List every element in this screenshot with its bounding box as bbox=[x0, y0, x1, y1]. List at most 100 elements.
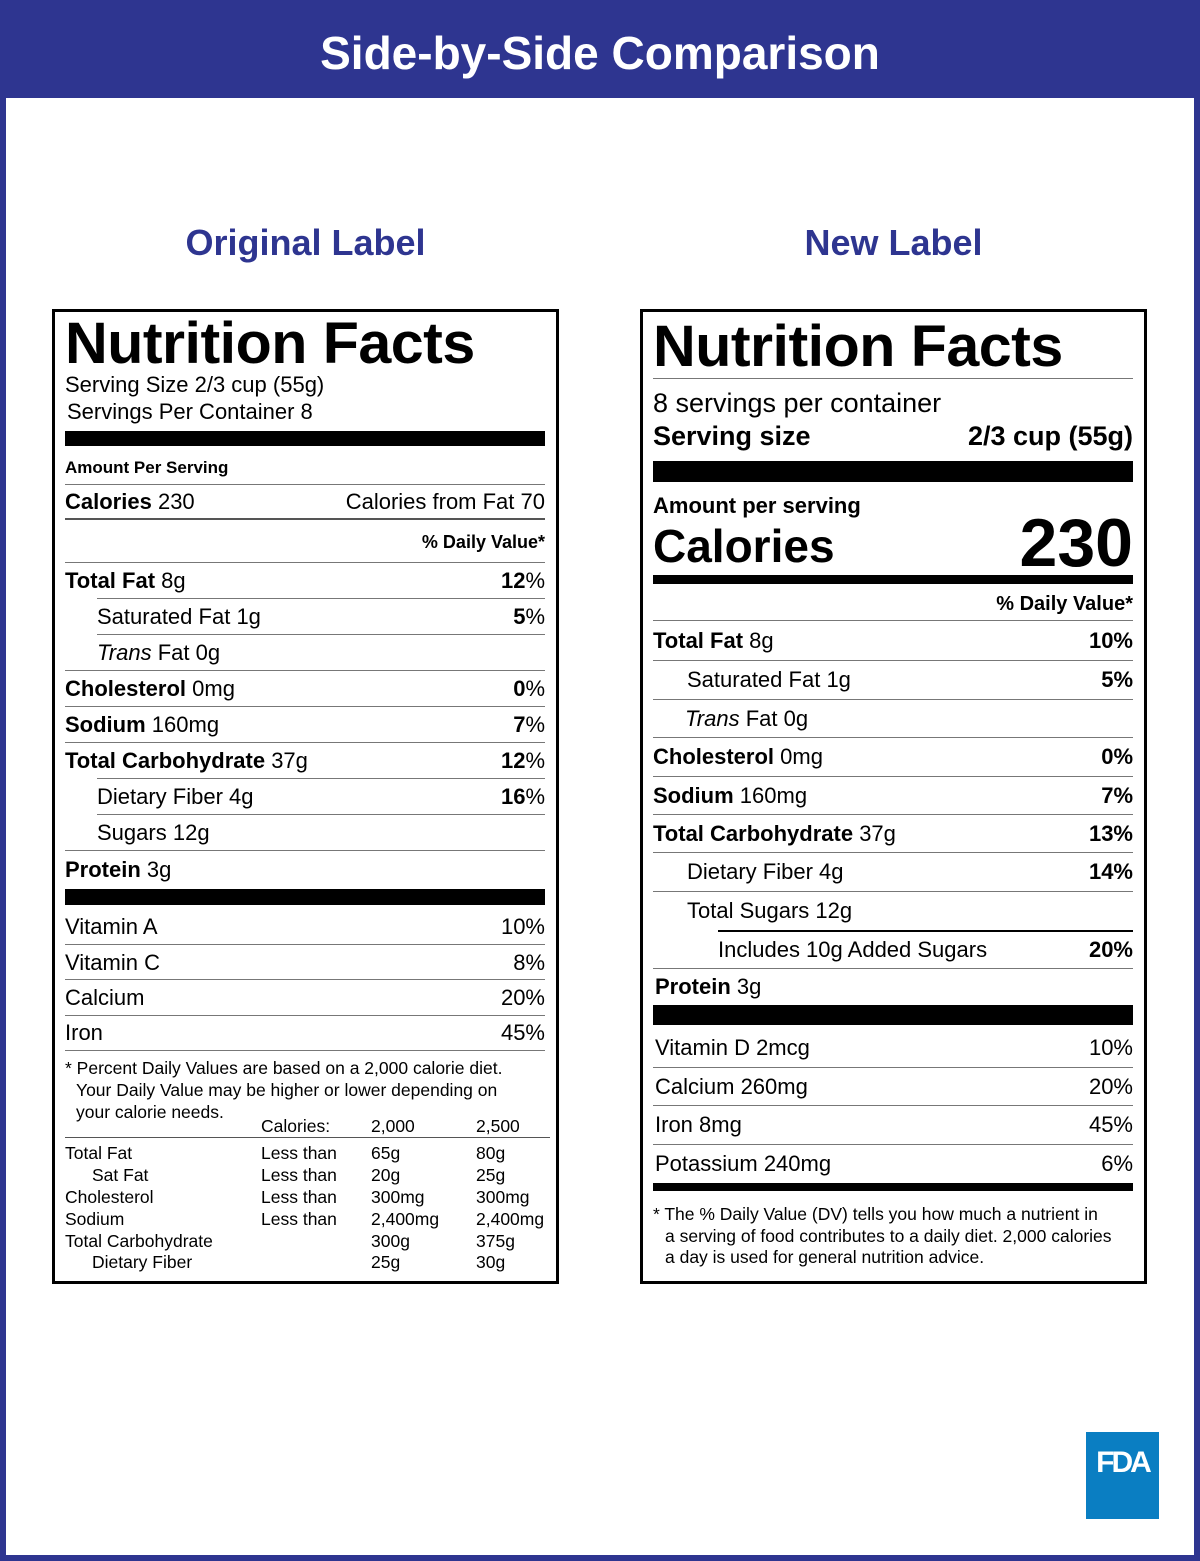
nutrient-amount: 3g bbox=[146, 856, 172, 882]
nutrient-name: Fat bbox=[157, 639, 190, 665]
nutrient-dv: 12 bbox=[500, 747, 526, 773]
nutrient-amount: 8g bbox=[749, 627, 774, 653]
nutrient-name: Dietary Fiber bbox=[97, 783, 223, 809]
vitamin-row: Potassium 240mg 6% bbox=[653, 1144, 1133, 1183]
nutrient-row: Total Fat 8g 10% bbox=[653, 620, 1133, 660]
nutrient-row: Protein 3g bbox=[653, 968, 1133, 1005]
vitamin-name: Vitamin D 2mcg bbox=[655, 1034, 810, 1060]
nutrient-dv: 10% bbox=[1088, 627, 1133, 653]
label-title: Nutrition Facts bbox=[653, 314, 1063, 379]
footnote-line: a serving of food contributes to a daily… bbox=[665, 1225, 1112, 1246]
nutrient-amount: 0g bbox=[783, 705, 809, 731]
vitamin-name: Iron 8mg bbox=[655, 1112, 742, 1137]
nutrient-row: Total Fat 8g 12% bbox=[65, 562, 545, 598]
table-row: Sat Fat Less than 20g 25g bbox=[65, 1165, 550, 1187]
percent-sign: % bbox=[525, 747, 545, 773]
percent-sign: % bbox=[525, 675, 545, 701]
vitamin-row: Iron 8mg 45% bbox=[653, 1105, 1133, 1144]
vitamin-name: Calcium 260mg bbox=[655, 1073, 808, 1099]
footnote-table: Total Fat Less than 65g 80g Sat Fat Less tha… bbox=[65, 1143, 550, 1274]
serving-size: Serving Size 2/3 cup (55g) bbox=[65, 372, 325, 397]
serving-size-label: Serving size bbox=[653, 420, 811, 451]
vitamin-name: Calcium bbox=[65, 984, 145, 1010]
serving-size-value: 2/3 cup (55g) bbox=[967, 420, 1133, 451]
nutrient-name: Total Sugars bbox=[687, 898, 810, 923]
vitamin-row: Vitamin A 10% bbox=[65, 909, 545, 945]
nutrient-amount: 4g bbox=[819, 859, 844, 884]
nutrient-amount: 160mg bbox=[151, 711, 220, 737]
footnote-line: * The % Daily Value (DV) tells you how m… bbox=[653, 1204, 1098, 1224]
table-header-cell: 2,500 bbox=[476, 1116, 520, 1137]
table-cell: 20g bbox=[371, 1165, 401, 1186]
calories-value: 230 bbox=[157, 488, 195, 514]
table-cell: Total Carbohydrate bbox=[65, 1230, 213, 1251]
percent-sign: % bbox=[525, 711, 545, 737]
original-label-heading: Original Label bbox=[185, 222, 426, 263]
nutrient-row: Trans Fat 0g bbox=[653, 699, 1133, 737]
vitamin-row: Vitamin C 8% bbox=[65, 944, 545, 980]
nutrient-name: Includes 10g Added Sugars bbox=[718, 937, 988, 962]
vitamin-row: Iron 45% bbox=[65, 1015, 545, 1051]
vitamin-dv: 10% bbox=[500, 914, 545, 939]
table-cell: 2,400mg bbox=[371, 1208, 440, 1229]
vitamin-name: Vitamin C bbox=[65, 949, 160, 975]
nutrient-row: Protein 3g bbox=[65, 850, 545, 888]
vitamin-name: Potassium 240mg bbox=[655, 1151, 832, 1176]
calories-label: Calories bbox=[65, 488, 152, 514]
nutrient-name: Total Carbohydrate bbox=[653, 820, 854, 846]
table-cell: 25g bbox=[476, 1165, 506, 1186]
servings-per-container: 8 servings per container bbox=[653, 388, 942, 418]
vitamin-dv: 20% bbox=[500, 984, 545, 1010]
nutrient-name: Cholesterol bbox=[653, 744, 775, 769]
nutrient-name: Fat bbox=[745, 705, 778, 731]
percent-sign: % bbox=[525, 783, 545, 809]
nutrient-row: Saturated Fat 1g 5% bbox=[97, 598, 545, 634]
nutrient-amount: 0mg bbox=[780, 744, 823, 769]
table-cell: 300g bbox=[371, 1230, 410, 1251]
table-cell: Less than bbox=[261, 1165, 337, 1186]
table-cell: 2,400mg bbox=[476, 1208, 545, 1229]
nutrient-dv: 13% bbox=[1088, 820, 1133, 846]
label-title: Nutrition Facts bbox=[65, 311, 475, 376]
calories-from-fat: Calories from Fat 70 bbox=[345, 488, 545, 514]
vitamin-dv: 20% bbox=[1088, 1073, 1133, 1099]
table-cell: Cholesterol bbox=[65, 1186, 154, 1207]
footnote-line: your calorie needs. bbox=[76, 1102, 224, 1122]
footnote-line: * Percent Daily Values are based on a 2,… bbox=[65, 1058, 503, 1078]
table-cell: 300mg bbox=[371, 1186, 425, 1207]
nutrient-name: Total Fat bbox=[65, 567, 156, 593]
table-cell: 300mg bbox=[476, 1186, 530, 1207]
table-header-cell: 2,000 bbox=[371, 1116, 415, 1137]
nutrient-name: Sodium bbox=[65, 711, 146, 737]
nutrient-dv: 0% bbox=[1101, 744, 1133, 769]
nutrient-name: Protein bbox=[655, 974, 731, 999]
vitamin-row: Vitamin D 2mcg 10% bbox=[653, 1028, 1133, 1067]
footnote-line: a day is used for general nutrition advi… bbox=[665, 1247, 985, 1267]
nutrient-amount: 4g bbox=[229, 783, 254, 809]
nutrient-dv: 0 bbox=[513, 675, 526, 701]
vitamin-name: Iron bbox=[65, 1020, 103, 1045]
vitamin-dv: 8% bbox=[513, 949, 545, 975]
table-cell: Less than bbox=[261, 1143, 337, 1164]
nutrient-amount: 160mg bbox=[739, 782, 808, 808]
nutrient-row: Sugars 12g bbox=[97, 814, 545, 850]
nutrient-row: Dietary Fiber 4g 14% bbox=[653, 852, 1133, 891]
nutrient-name-italic: Trans bbox=[685, 705, 740, 731]
footnote-table-header: Calories: 2,000 2,500 bbox=[65, 1116, 550, 1138]
nutrient-amount: 12g bbox=[172, 819, 210, 845]
nutrient-dv: 7 bbox=[513, 711, 526, 737]
nutrient-amount: 37g bbox=[271, 747, 308, 773]
vitamin-dv: 10% bbox=[1088, 1034, 1133, 1060]
nutrient-amount: 37g bbox=[859, 820, 896, 846]
nutrient-dv: 14% bbox=[1088, 859, 1133, 884]
nutrient-name: Saturated Fat bbox=[687, 667, 821, 692]
medium-divider bbox=[653, 575, 1133, 584]
nutrient-row: Total Carbohydrate 37g 12% bbox=[65, 742, 545, 778]
nutrient-name: Sugars bbox=[97, 819, 167, 845]
table-row: Dietary Fiber 25g 30g bbox=[65, 1252, 550, 1274]
nutrient-amount: 12g bbox=[815, 898, 853, 923]
nutrient-amount: 0g bbox=[195, 639, 221, 665]
nutrient-amount: 0mg bbox=[192, 675, 235, 701]
amount-per-serving: Amount Per Serving bbox=[65, 458, 229, 477]
nutrient-dv: 16 bbox=[500, 783, 526, 809]
